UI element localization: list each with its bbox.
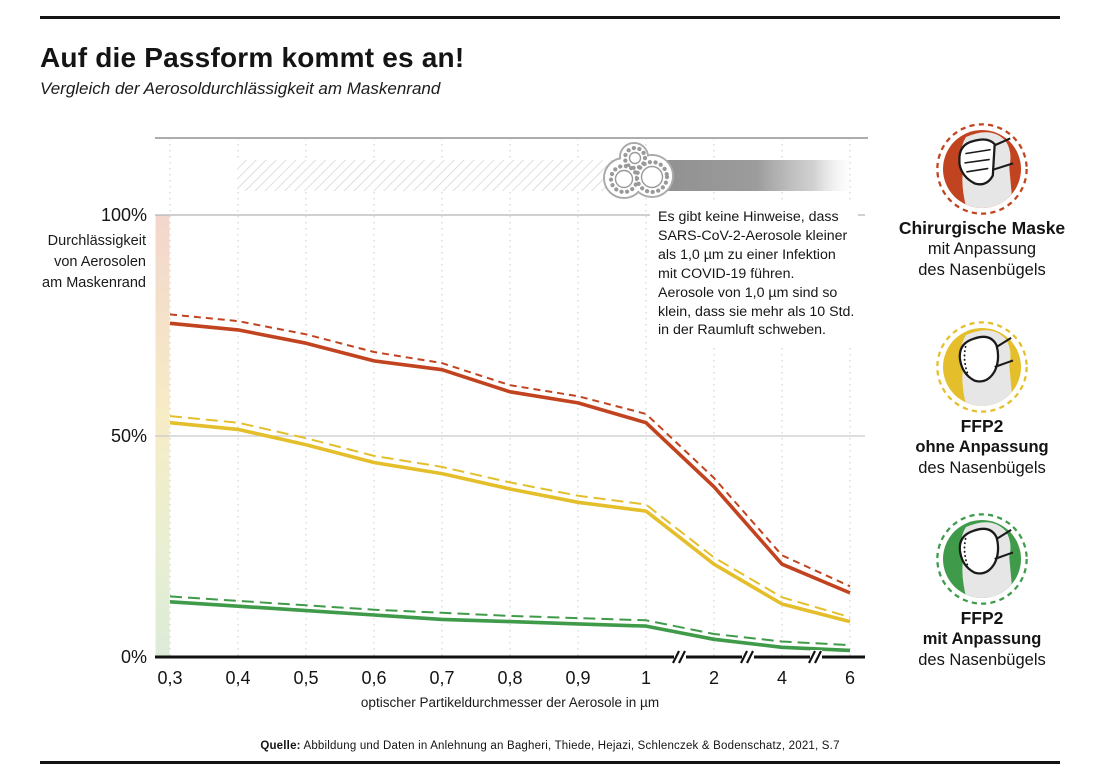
annotation-line: Es gibt keine Hinweise, dass	[658, 209, 839, 225]
aerosol-gradient-bar	[640, 160, 852, 191]
hatched-band	[237, 160, 618, 191]
virus-icon	[603, 142, 674, 199]
legend-title: FFP2	[960, 416, 1004, 436]
y-axis-label-line: von Aerosolen	[54, 254, 146, 270]
legend-subtitle: mit Anpassung	[922, 630, 1042, 648]
annotation-line: mit COVID-19 führen.	[658, 265, 795, 282]
x-tick-label: 0,6	[361, 668, 386, 688]
legend-item-ffp2-ohne-anpassung: FFP2 ohne Anpassung des Nasenbügels	[874, 320, 1090, 479]
ffp2-mask-icon	[935, 320, 1029, 414]
page-title: Auf die Passform kommt es an!	[40, 42, 465, 73]
x-tick-label: 2	[709, 668, 719, 688]
y-tick-labels: 100% 50% 0%	[101, 205, 147, 667]
x-axis-caption: optischer Partikeldurchmesser der Aeroso…	[360, 695, 660, 710]
series-4-dashed	[169, 595, 851, 647]
legend-subtitle: des Nasenbügels	[918, 651, 1046, 669]
annotation-box: Es gibt keine Hinweise, dass SARS-CoV-2-…	[650, 202, 858, 349]
annotation-line: Aerosole von 1,0 µm sind so	[658, 284, 838, 301]
top-border	[40, 16, 1060, 19]
y-axis-label-line: Durchlässigkeit	[47, 233, 146, 249]
legend-subtitle: des Nasenbügels	[918, 459, 1046, 477]
legend-item-surgical-mask: Chirurgische Maske mit Anpassung des Nas…	[874, 122, 1090, 281]
x-tick-label: 1	[641, 668, 651, 688]
x-tick-label: 0,9	[565, 668, 590, 688]
x-tick-label: 4	[777, 668, 787, 688]
y-axis-label: Durchlässigkeit von Aerosolen am Maskenr…	[0, 231, 146, 294]
surgical-mask-icon	[935, 122, 1029, 216]
series-3-solid	[169, 420, 851, 624]
bottom-border	[40, 761, 1060, 764]
legend-subtitle: mit Anpassung	[927, 240, 1037, 258]
legend-title: Chirurgische Maske	[898, 218, 1066, 238]
series-1-solid	[169, 321, 851, 595]
series-5-solid	[169, 600, 851, 653]
source-note: Quelle: Abbildung und Daten in Anlehnung…	[0, 740, 1100, 752]
x-tick-label: 0,3	[157, 668, 182, 688]
chart-subtitle: Vergleich der Aerosoldurchlässigkeit am …	[40, 79, 441, 98]
series-0-dashed	[169, 313, 851, 588]
x-tick-label: 0,7	[429, 668, 454, 688]
y-tick-label: 100%	[101, 205, 147, 225]
axis-break-marks	[672, 650, 822, 664]
x-tick-label: 0,4	[225, 668, 250, 688]
y-tick-label: 50%	[111, 426, 147, 446]
x-tick-label: 0,8	[497, 668, 522, 688]
source-prefix: Quelle:	[260, 740, 301, 752]
legend-subtitle: des Nasenbügels	[918, 261, 1046, 279]
series-2-dashed	[169, 415, 851, 619]
x-tick-label: 0,5	[293, 668, 318, 688]
legend-title: FFP2	[960, 608, 1004, 628]
legend-subtitle: ohne Anpassung	[915, 438, 1049, 456]
annotation-line: in der Raumluft schweben.	[658, 322, 826, 339]
x-tick-label: 6	[845, 668, 855, 688]
x-gridlines	[169, 138, 851, 657]
ffp2-mask-icon	[935, 512, 1029, 606]
y-tick-label: 0%	[121, 647, 147, 667]
y-axis-label-line: am Maskenrand	[42, 275, 146, 291]
annotation-line: als 1,0 µm zu einer Infektion	[658, 246, 836, 263]
source-text: Abbildung und Daten in Anlehnung an Bagh…	[300, 740, 840, 752]
x-tick-labels: 0,3 0,4 0,5 0,6 0,7 0,8 0,9 1 2 4 6	[157, 668, 855, 688]
legend-item-ffp2-mit-anpassung: FFP2 mit Anpassung des Nasenbügels	[874, 512, 1090, 671]
annotation-line: SARS-CoV-2-Aerosole kleiner	[658, 227, 848, 244]
series-lines	[169, 313, 851, 653]
annotation-line: klein, dass sie mehr als 10 Std.	[658, 303, 855, 320]
